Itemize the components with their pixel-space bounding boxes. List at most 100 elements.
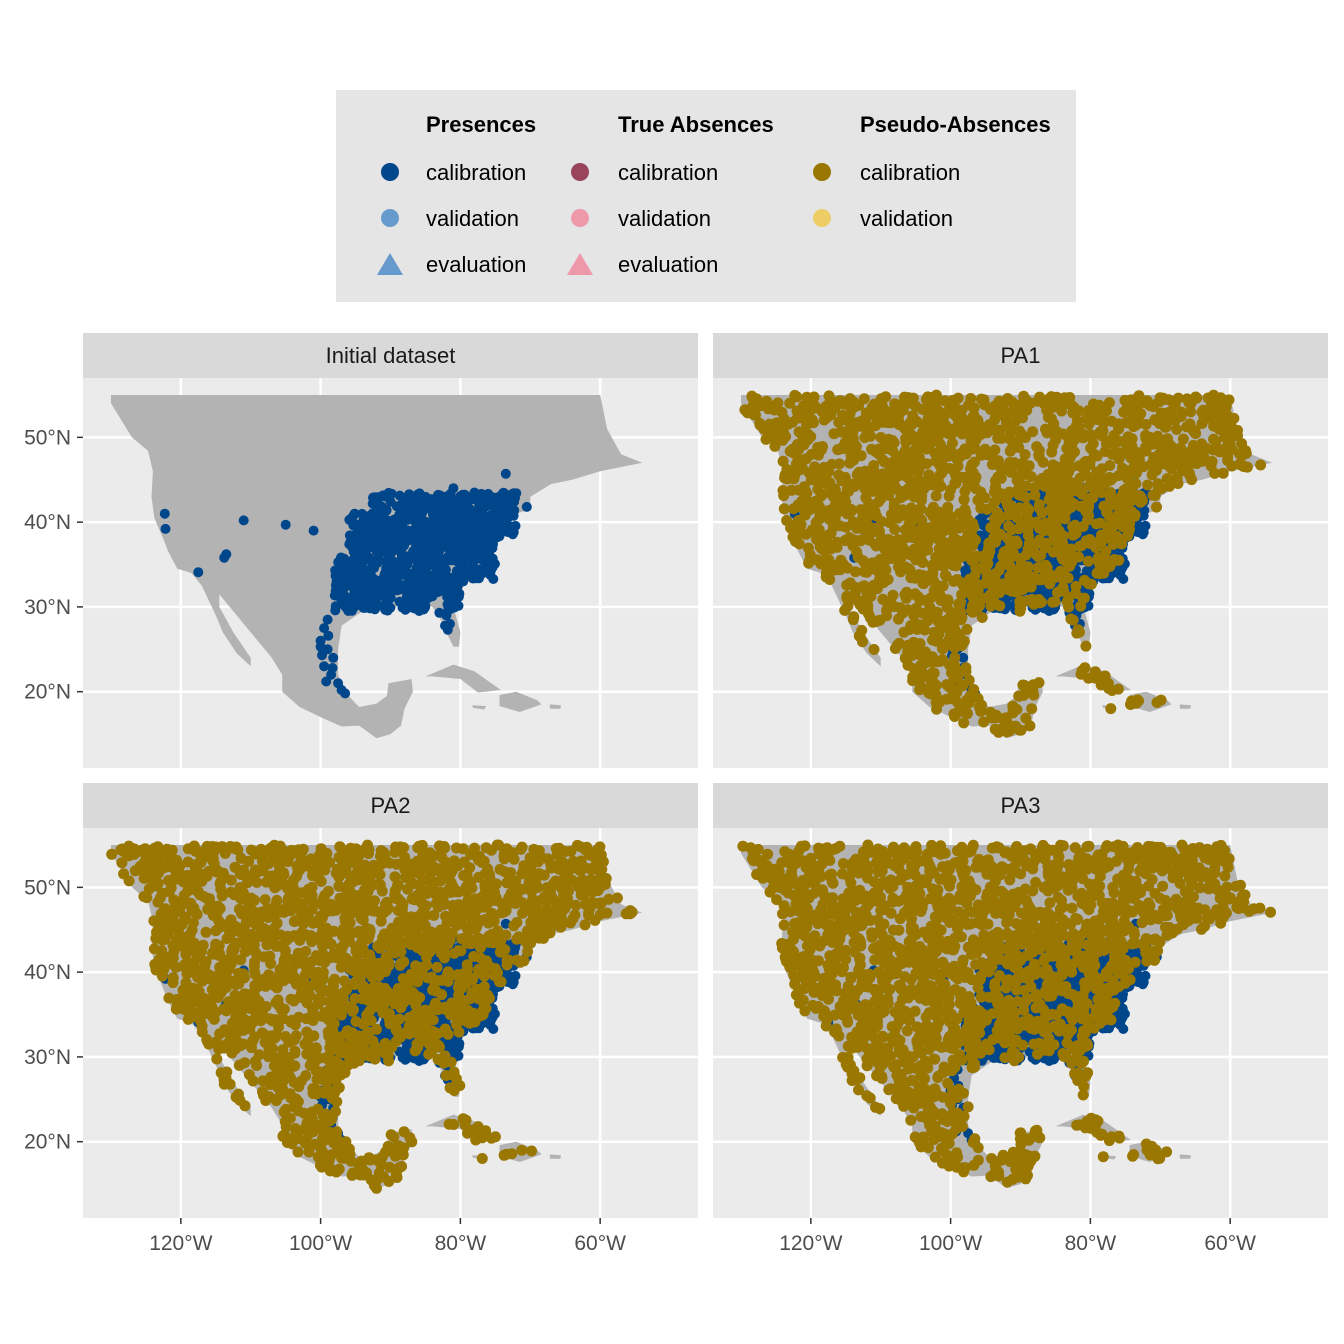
pseudo-absence-point (750, 409, 761, 421)
pseudo-absence-point (1108, 430, 1120, 441)
pseudo-absence-point (867, 557, 879, 569)
presence-point (368, 574, 379, 584)
pseudo-absence-point (788, 473, 800, 485)
pseudo-absence-point (953, 639, 965, 651)
pseudo-absence-point (856, 475, 868, 487)
presence-point (381, 563, 392, 574)
pseudo-absence-point (1027, 594, 1039, 606)
pseudo-absence-point (916, 514, 928, 526)
pseudo-absence-point (886, 598, 898, 610)
pseudo-absence-point (927, 568, 939, 580)
pseudo-absence-point (1070, 580, 1082, 592)
pseudo-absence-point (1171, 424, 1183, 435)
pseudo-absence-point (1002, 393, 1014, 404)
legend-key-0-1 (381, 209, 399, 227)
land-island (499, 691, 542, 712)
pseudo-absence-point (927, 651, 938, 663)
presence-point (469, 487, 480, 498)
pseudo-absence-point (857, 636, 868, 648)
pseudo-absence-point (919, 624, 931, 636)
pseudo-absence-point (781, 464, 793, 476)
pseudo-absence-point (848, 396, 860, 408)
pseudo-absence-point (1047, 459, 1059, 471)
presence-point (408, 581, 419, 592)
pseudo-absence-point (788, 503, 799, 515)
pseudo-absence-point (961, 623, 973, 635)
pseudo-absence-point (954, 451, 966, 463)
pseudo-absence-point (1152, 478, 1164, 490)
y-tick-label: 30°N (24, 596, 71, 619)
presence-point (428, 510, 439, 521)
pseudo-absence-point (1013, 690, 1025, 702)
pseudo-absence-point (967, 517, 979, 529)
pseudo-absence-point (1184, 418, 1196, 430)
pseudo-absence-point (937, 413, 949, 425)
legend-key-1-0 (571, 163, 589, 181)
pseudo-absence-point (1090, 518, 1102, 530)
pseudo-absence-point (938, 449, 950, 461)
pseudo-absence-point (842, 443, 854, 455)
presence-point (486, 556, 497, 567)
legend-label-0-2: evaluation (426, 252, 527, 277)
pseudo-absence-point (1065, 461, 1077, 473)
pseudo-absence-point (782, 418, 794, 430)
pseudo-absence-point (900, 436, 912, 448)
pseudo-absence-points (739, 389, 1267, 738)
pseudo-absence-point (793, 444, 804, 456)
pseudo-absence-point (959, 537, 971, 548)
pseudo-absence-point (739, 404, 751, 416)
pseudo-absence-point (761, 395, 773, 407)
presence-point (498, 519, 509, 530)
pseudo-absence-point (941, 509, 952, 521)
pseudo-absence-point (1101, 506, 1113, 518)
pseudo-absence-point (943, 618, 955, 630)
pseudo-absence-point (861, 566, 873, 578)
pseudo-absence-point (859, 520, 871, 532)
y-tick-label: 50°N (24, 426, 71, 449)
pseudo-absence-point (777, 455, 789, 467)
presence-point (413, 569, 424, 580)
pseudo-absence-point (798, 400, 810, 412)
presence-point (434, 607, 445, 618)
pseudo-absence-point (913, 452, 925, 464)
pseudo-absence-point (874, 396, 886, 408)
pseudo-absence-point (1146, 469, 1158, 481)
pseudo-absence-point (869, 538, 881, 550)
presence-point (382, 571, 393, 582)
pseudo-absence-point (1240, 447, 1252, 459)
pseudo-absence-point (1020, 480, 1032, 492)
pseudo-absence-point (951, 412, 963, 424)
presence-point (485, 1020, 496, 1031)
presence-point (406, 505, 417, 516)
presence-point (431, 557, 442, 568)
presence-point (386, 547, 397, 558)
pseudo-absence-point (936, 643, 948, 655)
pseudo-absence-point (922, 416, 934, 427)
presence-point (434, 493, 445, 504)
presence-point (349, 562, 360, 573)
pseudo-absence-point (1111, 536, 1123, 548)
presence-point (442, 624, 453, 635)
pseudo-absence-point (943, 490, 955, 502)
presence-point (474, 526, 485, 537)
pseudo-absence-point (975, 502, 987, 514)
pseudo-absence-point (855, 450, 867, 462)
presence-point (386, 488, 397, 499)
pseudo-absence-point (1130, 478, 1142, 490)
pseudo-absence-point (1016, 399, 1028, 411)
pseudo-absence-point (918, 434, 930, 446)
presence-point (315, 641, 326, 652)
pseudo-absence-point (960, 662, 972, 674)
land-island (549, 704, 561, 709)
presence-point (382, 605, 393, 616)
pseudo-absence-point (890, 404, 902, 416)
pseudo-absence-point (949, 628, 961, 640)
pseudo-absence-point (815, 558, 827, 570)
presence-point (344, 514, 355, 525)
pseudo-absence-point (1029, 489, 1041, 501)
pseudo-absence-point (912, 466, 924, 478)
pseudo-absence-point (1016, 490, 1028, 502)
presence-point (408, 546, 419, 557)
pseudo-absence-point (829, 396, 841, 408)
pseudo-absence-point (993, 726, 1005, 738)
